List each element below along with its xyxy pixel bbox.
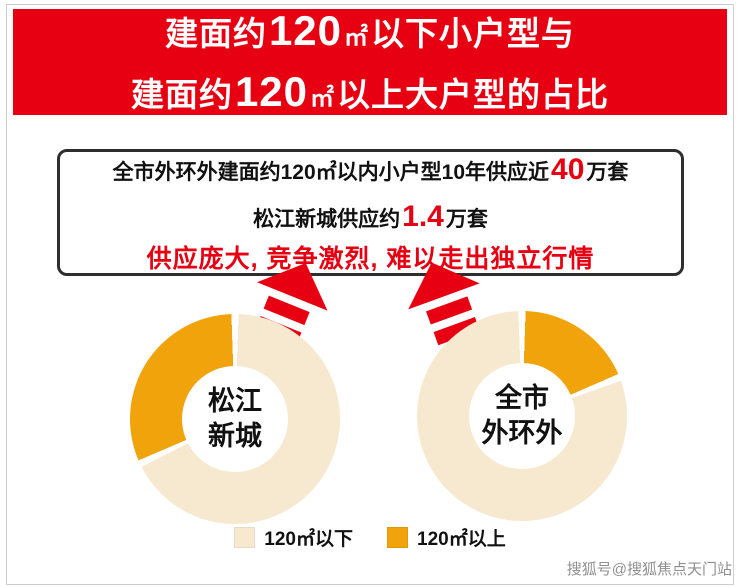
chart-legend: 120㎡以下 120㎡以上 xyxy=(0,524,740,551)
watermark: 搜狐号@搜狐焦点天门站 xyxy=(566,561,732,578)
legend-label-above-120: 120㎡以上 xyxy=(417,529,506,550)
title-line-1-prefix: 建面约 xyxy=(164,15,267,53)
supply-line-citywide-unit: 万套 xyxy=(586,160,629,184)
supply-line-citywide-text: 全市外环外建面约120㎡以内小户型10年供应近 xyxy=(112,160,550,184)
supply-line-songjiang-text: 松江新城供应约 xyxy=(253,207,401,231)
legend-label-below-120: 120㎡以下 xyxy=(264,529,353,550)
title-line-2-suffix: 以上大户型的占比 xyxy=(337,76,610,113)
title-line-1-number: 120 xyxy=(268,7,343,55)
up-arrow-right-icon xyxy=(408,262,480,346)
donut-label-songjiang: 松江 新城 xyxy=(208,385,262,451)
supply-line-songjiang-unit: 万套 xyxy=(445,207,488,231)
donut-chart-songjiang: 松江 新城 xyxy=(130,314,340,524)
title-line-2-prefix: 建面约 xyxy=(130,76,233,113)
donut-hole-songjiang: 松江 新城 xyxy=(182,366,288,472)
legend-swatch-above-120 xyxy=(387,527,408,548)
title-line-1-unit: ㎡ xyxy=(344,24,370,52)
donut-hole-citywide: 全市 外环外 xyxy=(469,363,575,469)
title-line-2-unit: ㎡ xyxy=(310,85,336,112)
legend-item-above-120: 120㎡以上 xyxy=(387,524,506,551)
supply-info-box: 全市外环外建面约120㎡以内小户型10年供应近 40 万套 松江新城供应约 1.4 万套… xyxy=(57,149,684,276)
legend-swatch-below-120 xyxy=(234,527,256,548)
supply-line-citywide: 全市外环外建面约120㎡以内小户型10年供应近 40 万套 xyxy=(113,147,629,192)
donut-chart-citywide: 全市 外环外 xyxy=(417,311,627,521)
legend-item-below-120: 120㎡以下 xyxy=(234,524,353,551)
title-line-2-number: 120 xyxy=(234,68,309,115)
title-line-1-suffix: 以下小户型与 xyxy=(371,15,576,53)
supply-line-citywide-number: 40 xyxy=(551,152,585,186)
donut-label-citywide: 全市 外环外 xyxy=(481,382,563,448)
supply-line-songjiang: 松江新城供应约 1.4 万套 xyxy=(253,194,488,239)
warning-line: 供应庞大, 竞争激烈, 难以走出独立行情 xyxy=(146,244,595,273)
supply-line-songjiang-number: 1.4 xyxy=(402,199,444,233)
